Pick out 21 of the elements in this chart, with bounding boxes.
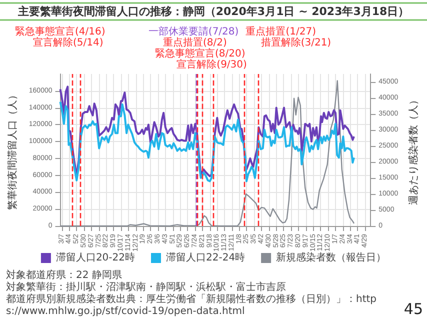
line-series [59, 86, 355, 178]
y2-axis-title: 週あたり感染者数（人） [408, 95, 420, 205]
text: 45 [404, 300, 423, 318]
ref-line-label: 重点措置(8/2) [163, 36, 228, 48]
ref-line-label: 宣言解除(9/30) [176, 58, 248, 70]
ref-line-label: 緊急事態宣言(8/20) [154, 48, 246, 60]
ref-line-label: 重点措置(1/27) [246, 26, 316, 38]
ref-line-label: 措置解除(3/21) [260, 36, 332, 48]
text: 都道府県別新規感染者数出典：厚生労働省「新規陽性者数の推移（日別）」：https://www.mhlw.go.jp/stf/covid-19/open-data.html [6, 294, 378, 318]
y-axis-title: 繁華街夜間滞留人口（人） [6, 90, 18, 210]
ref-line-label: 宣言解除(5/14) [32, 36, 104, 48]
text: 対象都道府県：22 静岡県 [6, 270, 122, 282]
line-series [60, 80, 355, 227]
legend-label: 滞留人口22-24時 [166, 252, 246, 264]
ref-line-label: 一部休業要請(7/28) [148, 26, 239, 38]
text: 対象繁華街：掛川駅・沼津駅南・静岡駅・浜松駅・富士市吉原 [6, 282, 286, 294]
legend-label: 滞留人口20-22時 [56, 252, 136, 264]
legend-label: 新規感染者数（報告日） [276, 252, 386, 264]
line-series [59, 100, 355, 182]
ref-line-label: 緊急事態宣言(4/16) [14, 26, 106, 38]
chart-title: 主要繁華街夜間滞留人口の推移：静岡（2020年3月1日 ~ 2023年3月18日） [16, 5, 410, 18]
